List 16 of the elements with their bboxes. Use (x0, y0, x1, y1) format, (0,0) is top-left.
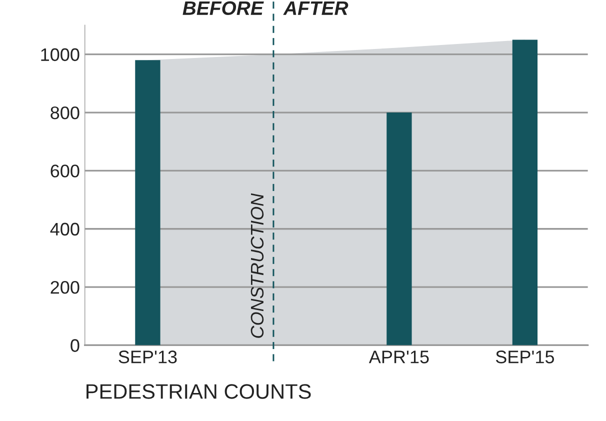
bar (512, 40, 538, 346)
y-tick-label: 0 (70, 339, 80, 352)
x-axis-title: PEDESTRIAN COUNTS (86, 384, 311, 399)
y-tick-label: 800 (50, 106, 80, 120)
x-tick-label: APR'15 (368, 350, 429, 364)
y-tick-label: 200 (50, 280, 80, 294)
y-tick-label: 600 (50, 164, 80, 178)
x-tick-label: SEP'13 (118, 350, 177, 364)
annotation: CONSTRUCTION (250, 193, 264, 338)
x-tick-label: SEP'15 (496, 350, 554, 364)
y-tick-label: 1000 (41, 48, 80, 62)
bar (386, 112, 412, 346)
text: BEFORE (182, 1, 264, 16)
bar (135, 60, 160, 346)
y-tick-label: 400 (50, 222, 80, 236)
text: AFTER (283, 1, 348, 15)
